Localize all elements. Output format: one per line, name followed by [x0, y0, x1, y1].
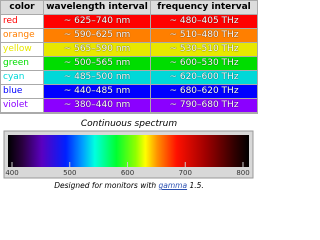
tick-label: 400 — [5, 169, 18, 177]
page: color wavelength interval frequency interv… — [0, 0, 258, 190]
color-name: blue — [1, 85, 43, 98]
caption: Designed for monitors with gamma 1.5. — [0, 181, 258, 190]
frequency-cell: ~ 620–600 THz — [151, 71, 257, 84]
wavelength-cell: ~ 440–485 nm — [44, 85, 150, 98]
color-name: green — [1, 57, 43, 70]
wavelength-cell: ~ 500–565 nm — [44, 57, 150, 70]
color-name: orange — [1, 29, 43, 42]
spectrum-band — [8, 135, 249, 167]
color-name: cyan — [1, 71, 43, 84]
frequency-cell: ~ 510–480 THz — [151, 29, 257, 42]
color-name: red — [1, 15, 43, 28]
tick-label: 700 — [179, 169, 192, 177]
spectrum-title: Continuous spectrum — [81, 119, 178, 129]
header-cell: wavelength interval — [44, 1, 150, 14]
tick-label: 800 — [236, 169, 249, 177]
wavelength-cell: ~ 485–500 nm — [44, 71, 150, 84]
wavelength-cell: ~ 380–440 nm — [44, 99, 150, 112]
table: color wavelength interval frequency interv… — [0, 0, 258, 114]
frequency-cell: ~ 600–530 THz — [151, 57, 257, 70]
spectrum-figure: Continuous spectrum 400 500 600 700 800 — [3, 119, 254, 179]
color-name: violet — [1, 99, 43, 112]
frequency-cell: ~ 790–680 THz — [151, 99, 257, 112]
caption-text: Designed for monitors with — [54, 181, 157, 190]
tick-label: 600 — [121, 169, 134, 177]
frequency-cell: ~ 680–620 THz — [151, 85, 257, 98]
header-cell: color — [1, 1, 43, 14]
color-name: yellow — [1, 43, 43, 56]
frequency-cell: ~ 530–510 THz — [151, 43, 257, 56]
header-cell: frequency interval — [151, 1, 257, 14]
wavelength-cell: ~ 590–625 nm — [44, 29, 150, 42]
frequency-cell: ~ 480–405 THz — [151, 15, 257, 28]
gamma-link[interactable]: gamma — [158, 181, 188, 190]
caption-text: 1.5. — [189, 181, 204, 190]
wavelength-cell: ~ 565–590 nm — [44, 43, 150, 56]
wavelength-cell: ~ 625–740 nm — [44, 15, 150, 28]
tick-label: 500 — [63, 169, 76, 177]
